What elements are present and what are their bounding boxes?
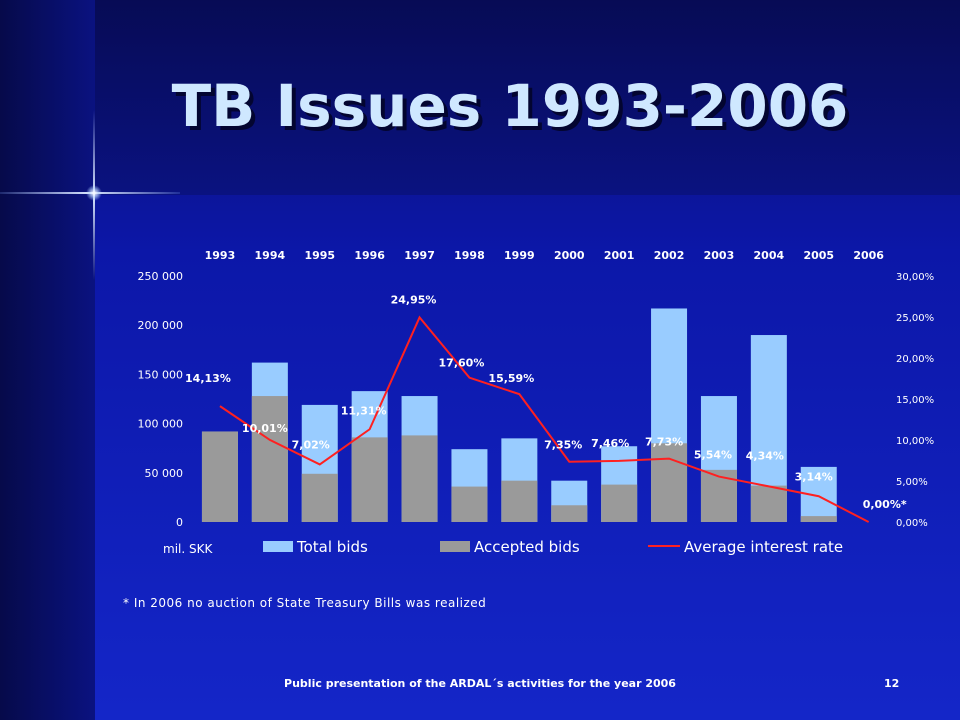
- legend-label-average-interest-rate: Average interest rate: [684, 538, 843, 556]
- rate-data-label: 11,31%: [341, 404, 387, 417]
- rate-data-label: 10,01%: [242, 422, 288, 435]
- legend-swatch-accepted-bids: [440, 541, 470, 552]
- rate-data-label: 14,13%: [185, 372, 231, 385]
- left-axis-tick-label: 200 000: [138, 319, 184, 332]
- legend-label-total-bids: Total bids: [296, 538, 368, 556]
- rate-data-label: 5,54%: [694, 449, 732, 462]
- accepted-bid-bar: [551, 505, 588, 522]
- rate-data-label: 7,02%: [292, 438, 330, 451]
- right-axis-tick-label: 5,00%: [896, 477, 928, 488]
- left-axis-tick-label: 100 000: [138, 418, 184, 431]
- accepted-bid-bar: [601, 484, 638, 522]
- rate-data-label: 17,60%: [439, 357, 485, 370]
- rate-data-label: 7,46%: [591, 437, 629, 450]
- left-axis-tick-label: 0: [176, 516, 183, 529]
- slide-title: TB Issues 1993-2006: [171, 72, 849, 140]
- year-label: 2000: [554, 249, 585, 262]
- year-label: 1995: [304, 249, 335, 262]
- left-axis-tick-label: 50 000: [145, 467, 184, 480]
- footer-text: Public presentation of the ARDAL´s activ…: [284, 677, 676, 690]
- left-axis-unit-label: mil. SKK: [163, 542, 213, 556]
- accepted-bid-bar: [301, 473, 338, 522]
- slide-number: 12: [884, 677, 900, 690]
- accepted-bid-bar: [700, 469, 737, 522]
- rate-data-label: 24,95%: [391, 293, 437, 306]
- year-label: 1999: [504, 249, 535, 262]
- left-band: [0, 0, 95, 720]
- chart-footnote: * In 2006 no auction of State Treasury B…: [123, 596, 487, 610]
- year-label: 2002: [654, 249, 685, 262]
- legend-label-accepted-bids: Accepted bids: [474, 538, 580, 556]
- right-axis-tick-label: 30,00%: [896, 272, 934, 283]
- right-axis-tick-label: 15,00%: [896, 395, 934, 406]
- rate-data-label: 7,73%: [645, 436, 683, 449]
- header-band: [0, 0, 960, 195]
- year-label: 1993: [205, 249, 236, 262]
- rate-data-label: 7,35%: [544, 439, 582, 452]
- accepted-bid-bar: [401, 435, 438, 522]
- accepted-bid-bar: [501, 480, 538, 522]
- year-label: 1998: [454, 249, 485, 262]
- legend-swatch-total-bids: [263, 541, 293, 552]
- year-label: 2001: [604, 249, 635, 262]
- rate-data-label: 0,00%*: [863, 498, 907, 511]
- rate-data-label: 15,59%: [488, 372, 534, 385]
- right-axis-tick-label: 25,00%: [896, 313, 934, 324]
- accepted-bid-bar: [451, 486, 488, 522]
- accepted-bid-bar: [201, 431, 238, 522]
- year-label: 1994: [255, 249, 286, 262]
- accepted-bid-bar: [351, 437, 388, 522]
- interest-rate-line: [219, 315, 870, 523]
- light-flare-center: [86, 185, 102, 201]
- accepted-bid-bar: [251, 396, 288, 522]
- left-axis-tick-label: 150 000: [138, 368, 184, 381]
- year-label: 2004: [754, 249, 785, 262]
- year-label: 2006: [853, 249, 884, 262]
- year-label: 2005: [803, 249, 834, 262]
- left-axis-tick-label: 250 000: [138, 270, 184, 283]
- rate-data-label: 4,34%: [746, 449, 784, 462]
- year-label: 2003: [704, 249, 735, 262]
- accepted-bid-bar: [800, 516, 837, 522]
- rate-data-label: 3,14%: [795, 470, 833, 483]
- accepted-bid-bar: [651, 443, 688, 522]
- accepted-bid-bar: [750, 485, 787, 522]
- right-axis-tick-label: 20,00%: [896, 354, 934, 365]
- right-axis-tick-label: 10,00%: [896, 436, 934, 447]
- right-axis-tick-label: 0,00%: [896, 518, 928, 529]
- year-label: 1996: [354, 249, 385, 262]
- year-label: 1997: [404, 249, 435, 262]
